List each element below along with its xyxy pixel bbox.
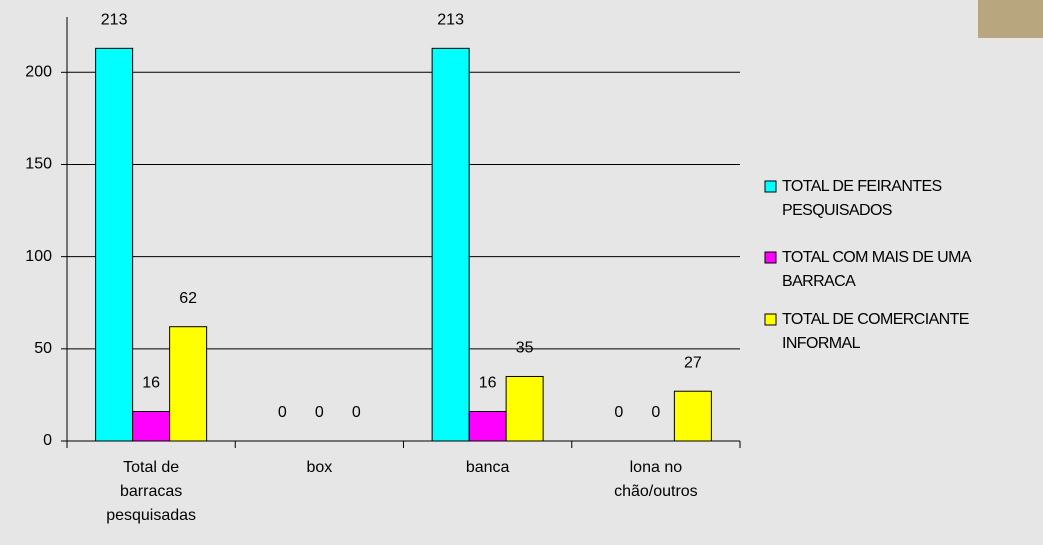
x-tick-label: lona no chão/outros [614, 459, 698, 500]
value-label: 213 [101, 12, 128, 29]
value-label: 213 [437, 12, 464, 29]
value-label: 27 [684, 354, 702, 371]
value-label: 0 [651, 404, 660, 421]
y-tick-label: 200 [25, 64, 52, 81]
corner-image [978, 0, 1043, 38]
y-tick-label: 100 [25, 248, 52, 265]
bar [505, 375, 544, 442]
value-label: 0 [315, 404, 324, 421]
x-tick-label: banca [465, 459, 510, 476]
bar [132, 411, 171, 442]
bar [673, 390, 712, 442]
value-label: 16 [479, 375, 497, 392]
legend-swatch [764, 251, 777, 264]
y-tick-label: 0 [43, 432, 52, 449]
value-label: 0 [278, 404, 287, 421]
value-label: 62 [179, 290, 197, 307]
y-tick-label: 50 [34, 340, 52, 357]
legend-swatch [764, 180, 777, 193]
value-label: 0 [352, 404, 361, 421]
bar [431, 47, 470, 442]
legend-swatch [764, 313, 777, 326]
bar [468, 411, 507, 442]
value-label: 35 [516, 340, 534, 357]
legend-label: TOTAL DE COMERCIANTE INFORMAL [782, 311, 969, 352]
legend-label: TOTAL COM MAIS DE UMA BARRACA [782, 249, 971, 290]
bar [95, 47, 134, 442]
value-label: 16 [142, 375, 160, 392]
bar [169, 326, 208, 442]
y-tick-label: 150 [25, 156, 52, 173]
legend-label: TOTAL DE FEIRANTES PESQUISADOS [782, 178, 942, 219]
value-label: 0 [614, 404, 623, 421]
x-tick-label: box [306, 459, 333, 476]
x-tick-label: Total de barracas pesquisadas [106, 459, 197, 524]
